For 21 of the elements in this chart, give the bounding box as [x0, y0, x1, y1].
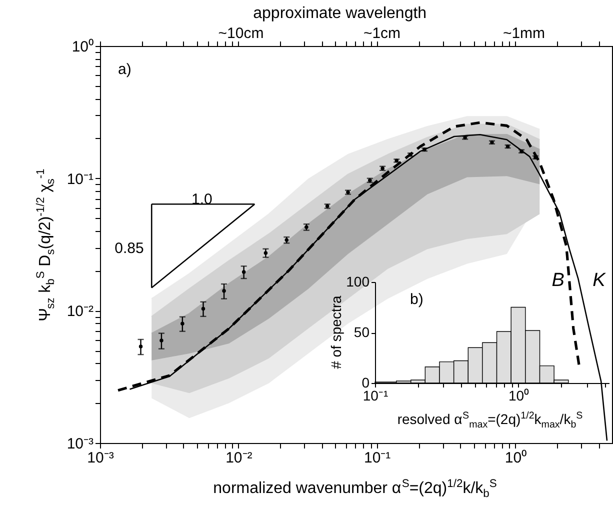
annotation: 0.85 [114, 240, 144, 257]
y-tick-label: 10⁻¹ [66, 170, 94, 188]
y-tick-label: 10⁰ [72, 38, 94, 56]
x2-axis-title: approximate wavelength [253, 5, 427, 22]
series-label: K [592, 270, 607, 291]
y-tick-label: 100 [346, 274, 370, 290]
annotation: b) [410, 291, 424, 308]
x-tick-label: 10⁻³ [87, 450, 114, 466]
series-label: B [552, 270, 565, 291]
y-tick-label: 50 [354, 324, 370, 340]
text: ~10cm [218, 25, 264, 42]
y-tick-label: 0 [362, 374, 370, 390]
x-tick-label: 10⁰ [504, 450, 527, 466]
y-tick-label: 10⁻² [66, 303, 94, 320]
y-axis-title: # of spectra [328, 296, 344, 369]
annotation: a) [118, 61, 132, 78]
text: Ψsz kbS Ds(q/2)-1/2 χs-1 [34, 168, 57, 322]
text: ~1cm [363, 25, 401, 42]
x-tick-label: 10⁻² [226, 450, 252, 466]
text: ~1mm [502, 25, 546, 42]
y-tick-label: 10⁻³ [66, 436, 94, 452]
